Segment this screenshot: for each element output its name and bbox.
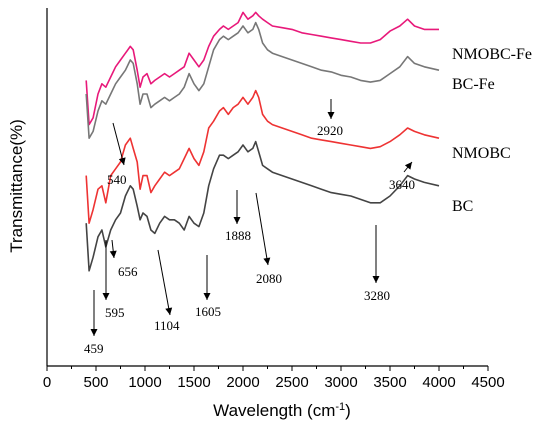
x-tick-label: 2000 [226,374,259,391]
annotation-layer: 540 2920 3640 656 595 459 1104 1605 1888 2080 3280 [84,99,415,356]
series-label-bc-fe: BC-Fe [452,76,495,93]
x-axis-title-main: Wavelength (cm [213,401,335,420]
x-axis-title: Wavelength (cm-1) [213,401,351,420]
annotation-arrowhead [102,293,110,300]
annotation-arrowhead [372,276,380,283]
x-axis-title-end: ) [345,401,351,420]
annotation-arrowhead [118,157,126,165]
x-tick-label: 3500 [373,374,406,391]
annotation-arrow-line [112,122,125,166]
x-tick-label: 3000 [324,374,357,391]
series-line-nmobc [85,89,440,224]
y-axis-title: Transmittance(%) [7,119,26,253]
annotation-label-2920: 2920 [317,123,343,138]
annotation-arrowhead [165,307,173,315]
series-line-bc-fe [85,21,440,139]
x-tick-label: 500 [83,374,108,391]
annotation-label-2080: 2080 [256,271,282,286]
axes: 0 500 1000 1500 2000 2500 3000 3500 4000 4500 [43,8,505,391]
annotation-label-1605: 1605 [195,304,221,319]
x-tick-label: 1500 [177,374,210,391]
annotation-arrow-line [255,192,269,266]
annotation-arrowhead [90,329,98,336]
annotation-arrow-line [157,249,171,316]
annotation-arrowhead [404,162,412,170]
x-tick-label: 1000 [128,374,161,391]
annotation-label-656: 656 [118,264,138,279]
annotation-label-595: 595 [105,305,125,320]
series-line-nmobc-fe [85,11,439,126]
x-tick-label: 0 [43,374,51,391]
series-label-nmobc: NMOBC [452,145,511,162]
annotation-arrowhead [233,217,241,224]
x-axis-title-sup: -1 [335,401,345,413]
series-line-bc [85,140,440,272]
annotation-label-459: 459 [84,341,104,356]
annotation-label-3280: 3280 [364,288,390,303]
annotation-arrowhead [203,293,211,300]
x-tick-label: 2500 [275,374,308,391]
annotation-arrowhead [109,250,117,258]
series-layer [85,11,440,272]
annotation-label-1888: 1888 [225,228,251,243]
series-label-layer: NMOBC-Fe BC-Fe NMOBC BC [452,46,532,215]
annotation-label-3640: 3640 [389,177,415,192]
annotation-arrowhead [327,112,335,119]
annotation-label-1104: 1104 [154,318,180,333]
annotation-arrowhead [263,257,271,265]
series-label-nmobc-fe: NMOBC-Fe [452,46,532,63]
x-tick-label: 4000 [422,374,455,391]
annotation-label-540: 540 [107,172,127,187]
x-tick-label: 4500 [471,374,504,391]
series-label-bc: BC [452,198,473,215]
